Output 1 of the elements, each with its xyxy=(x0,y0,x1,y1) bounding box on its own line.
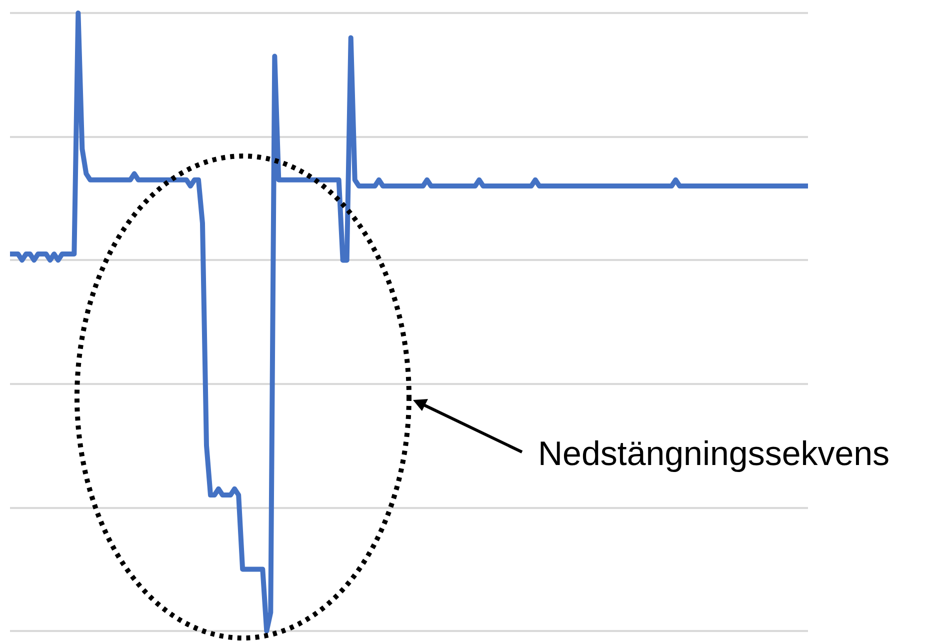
annotation: Nedstängningssekvens xyxy=(538,435,890,473)
